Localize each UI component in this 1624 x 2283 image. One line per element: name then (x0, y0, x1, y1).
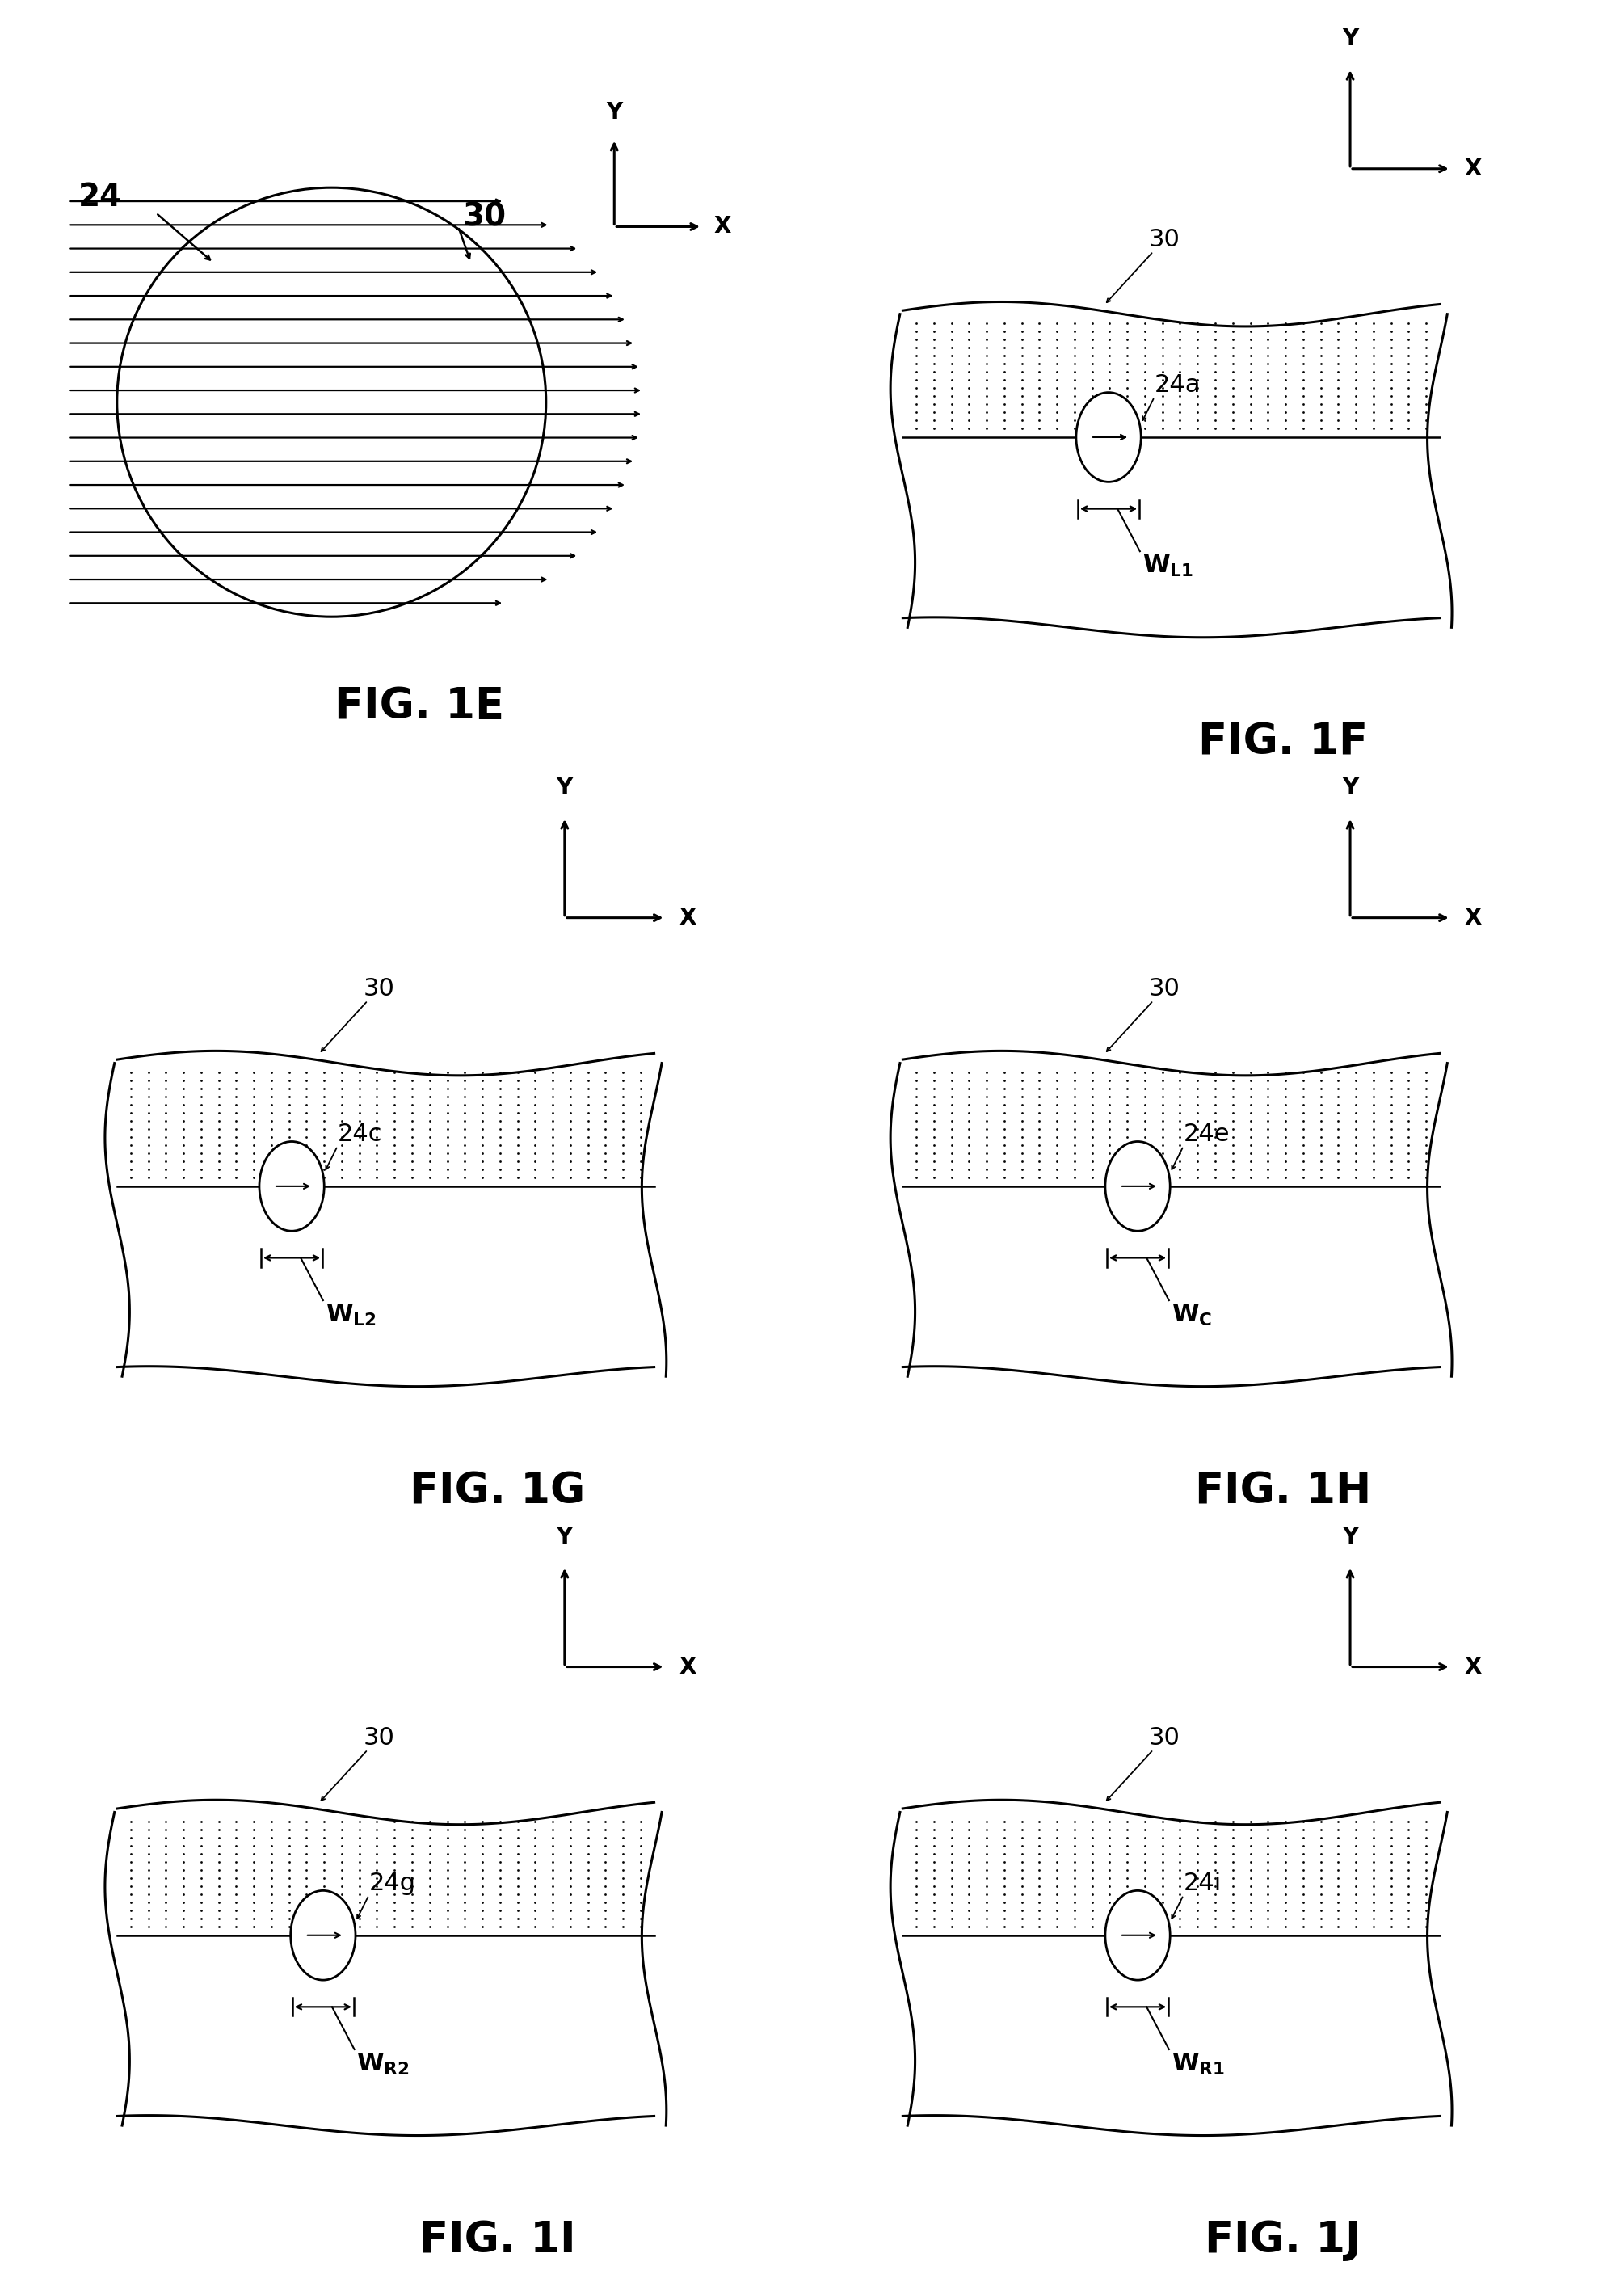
Text: 24: 24 (78, 183, 122, 212)
Text: Y: Y (557, 1525, 573, 1548)
Text: Y: Y (1341, 1525, 1358, 1548)
Text: $\mathbf{W_{L2}}$: $\mathbf{W_{L2}}$ (325, 1304, 375, 1329)
Text: 24c: 24c (338, 1123, 382, 1146)
Text: $\mathbf{W_C}$: $\mathbf{W_C}$ (1171, 1304, 1212, 1329)
Text: 30: 30 (463, 201, 507, 233)
Polygon shape (890, 1050, 1447, 1187)
Ellipse shape (260, 1142, 325, 1231)
Text: 24e: 24e (1184, 1123, 1229, 1146)
Ellipse shape (1077, 393, 1142, 482)
Text: X: X (679, 1655, 697, 1678)
Text: X: X (713, 215, 731, 237)
Ellipse shape (1106, 1890, 1169, 1979)
Polygon shape (110, 1936, 666, 2135)
Polygon shape (106, 1799, 661, 1936)
Text: Y: Y (1341, 776, 1358, 799)
Text: X: X (679, 906, 697, 929)
Polygon shape (110, 1187, 666, 1386)
Text: $\mathbf{W_{L1}}$: $\mathbf{W_{L1}}$ (1142, 552, 1194, 578)
Text: X: X (1465, 906, 1481, 929)
Text: Y: Y (606, 100, 622, 123)
Text: 30: 30 (1148, 228, 1181, 251)
Text: 24g: 24g (369, 1872, 416, 1895)
Text: FIG. 1J: FIG. 1J (1205, 2219, 1361, 2262)
Text: FIG. 1I: FIG. 1I (419, 2219, 577, 2262)
Polygon shape (106, 1050, 661, 1187)
Text: FIG. 1F: FIG. 1F (1199, 721, 1367, 763)
Text: $\mathbf{W_{R2}}$: $\mathbf{W_{R2}}$ (357, 2052, 409, 2078)
Ellipse shape (291, 1890, 356, 1979)
Text: 30: 30 (1148, 977, 1181, 1000)
Text: $\mathbf{W_{R1}}$: $\mathbf{W_{R1}}$ (1171, 2052, 1224, 2078)
Text: FIG. 1H: FIG. 1H (1195, 1470, 1371, 1511)
Text: 30: 30 (364, 1726, 395, 1749)
Polygon shape (890, 301, 1447, 436)
Polygon shape (890, 1799, 1447, 1936)
Polygon shape (895, 1936, 1452, 2135)
Text: 30: 30 (364, 977, 395, 1000)
Text: 30: 30 (1148, 1726, 1181, 1749)
Text: FIG. 1G: FIG. 1G (409, 1470, 585, 1511)
Text: FIG. 1E: FIG. 1E (335, 685, 503, 726)
Text: 24i: 24i (1184, 1872, 1221, 1895)
Text: X: X (1465, 158, 1481, 180)
Text: X: X (1465, 1655, 1481, 1678)
Polygon shape (895, 1187, 1452, 1386)
Text: Y: Y (557, 776, 573, 799)
Polygon shape (895, 436, 1452, 637)
Text: 24a: 24a (1155, 374, 1200, 397)
Ellipse shape (1106, 1142, 1169, 1231)
Text: Y: Y (1341, 27, 1358, 50)
